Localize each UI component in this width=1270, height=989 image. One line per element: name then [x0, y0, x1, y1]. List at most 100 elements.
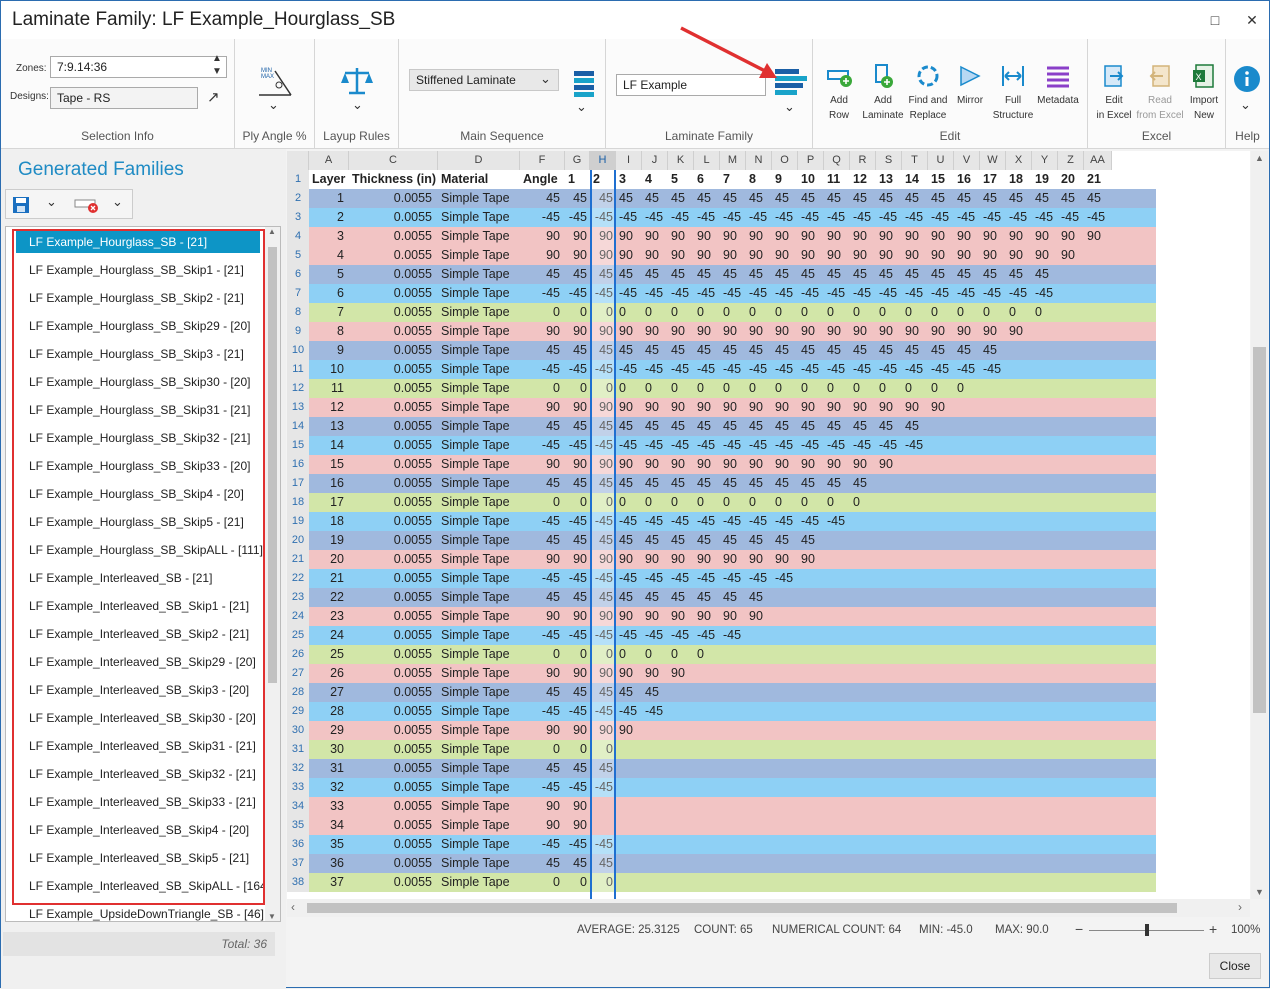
- add-row-button[interactable]: Add Row: [817, 63, 861, 123]
- ply-cell[interactable]: -45: [905, 286, 924, 300]
- ply-cell[interactable]: 45: [619, 533, 633, 547]
- ply-cell[interactable]: 90: [573, 666, 587, 680]
- family-list-item[interactable]: LF Example_Interleaved_SB_Skip30 - [20]: [29, 711, 256, 725]
- ply-cell[interactable]: 90: [573, 552, 587, 566]
- row-number[interactable]: 21: [287, 550, 309, 569]
- ply-cell[interactable]: 45: [801, 267, 815, 281]
- thickness-cell[interactable]: 0.0055: [393, 875, 432, 889]
- save-icon[interactable]: [12, 196, 30, 214]
- column-header[interactable]: T: [902, 151, 928, 170]
- ply-cell[interactable]: 45: [619, 590, 633, 604]
- ply-cell[interactable]: -45: [723, 571, 742, 585]
- angle-cell[interactable]: 90: [546, 552, 560, 566]
- angle-cell[interactable]: 0: [553, 647, 560, 661]
- ply-cell[interactable]: 45: [573, 476, 587, 490]
- row-number[interactable]: 4: [287, 227, 309, 246]
- ply-cell[interactable]: 90: [749, 552, 763, 566]
- ply-cell[interactable]: 0: [905, 305, 912, 319]
- ply-cell[interactable]: 90: [1009, 248, 1023, 262]
- ply-cell[interactable]: 90: [723, 229, 737, 243]
- grid-corner-cell[interactable]: [287, 151, 309, 170]
- angle-cell[interactable]: 45: [546, 590, 560, 604]
- ply-cell[interactable]: -45: [749, 286, 768, 300]
- ply-cell[interactable]: 45: [573, 343, 587, 357]
- ply-cell[interactable]: 0: [697, 647, 704, 661]
- ply-cell[interactable]: -45: [697, 571, 716, 585]
- angle-cell[interactable]: -45: [541, 438, 560, 452]
- thickness-cell[interactable]: 0.0055: [393, 552, 432, 566]
- family-list-item[interactable]: LF Example_Interleaved_SB_Skip32 - [21]: [29, 767, 256, 781]
- ply-cell[interactable]: 90: [671, 248, 685, 262]
- thickness-cell[interactable]: 0.0055: [393, 305, 432, 319]
- ply-cell[interactable]: 45: [801, 533, 815, 547]
- grid-header-cell[interactable]: 19: [1032, 170, 1058, 189]
- layer-cell[interactable]: 5: [337, 267, 344, 281]
- grid-header-cell[interactable]: Angle: [520, 170, 565, 189]
- ply-cell[interactable]: -45: [723, 438, 742, 452]
- layer-cell[interactable]: 31: [330, 761, 344, 775]
- material-cell[interactable]: Simple Tape: [441, 381, 510, 395]
- ply-cell[interactable]: -45: [723, 286, 742, 300]
- angle-cell[interactable]: 45: [546, 419, 560, 433]
- row-number[interactable]: 28: [287, 683, 309, 702]
- ply-cell[interactable]: 45: [775, 419, 789, 433]
- ply-cell[interactable]: -45: [590, 835, 616, 854]
- ply-cell[interactable]: 90: [749, 248, 763, 262]
- ply-cell[interactable]: 45: [645, 590, 659, 604]
- ply-cell[interactable]: 0: [645, 647, 652, 661]
- ply-cell[interactable]: -45: [697, 362, 716, 376]
- layer-cell[interactable]: 9: [337, 343, 344, 357]
- ply-cell[interactable]: 90: [619, 324, 633, 338]
- families-scroll-thumb[interactable]: [268, 247, 277, 683]
- main-sequence-dropdown-icon[interactable]: ⌄: [576, 99, 587, 114]
- row-number[interactable]: 35: [287, 816, 309, 835]
- ply-cell[interactable]: -45: [619, 704, 638, 718]
- ply-cell[interactable]: 90: [827, 324, 841, 338]
- ply-cell[interactable]: 90: [775, 229, 789, 243]
- zoom-slider-handle[interactable]: [1145, 924, 1149, 936]
- ply-cell[interactable]: -45: [671, 286, 690, 300]
- ply-cell[interactable]: 90: [590, 664, 616, 683]
- ply-cell[interactable]: 90: [879, 324, 893, 338]
- scroll-left-icon[interactable]: ‹: [291, 900, 295, 914]
- angle-cell[interactable]: 45: [546, 856, 560, 870]
- row-number[interactable]: 3: [287, 208, 309, 227]
- thickness-cell[interactable]: 0.0055: [393, 229, 432, 243]
- family-list-item[interactable]: LF Example_Hourglass_SB_Skip29 - [20]: [29, 319, 251, 333]
- row-number[interactable]: 11: [287, 360, 309, 379]
- info-icon[interactable]: [1233, 65, 1261, 93]
- ply-cell[interactable]: -45: [645, 571, 664, 585]
- material-cell[interactable]: Simple Tape: [441, 742, 510, 756]
- ply-cell[interactable]: -45: [853, 362, 872, 376]
- ply-cell[interactable]: -45: [671, 514, 690, 528]
- ply-cell[interactable]: 0: [580, 305, 587, 319]
- material-cell[interactable]: Simple Tape: [441, 647, 510, 661]
- angle-cell[interactable]: 45: [546, 191, 560, 205]
- column-header[interactable]: O: [772, 151, 798, 170]
- ply-cell[interactable]: 0: [853, 305, 860, 319]
- ply-cell[interactable]: 45: [573, 685, 587, 699]
- ply-cell[interactable]: 45: [957, 267, 971, 281]
- row-number[interactable]: 34: [287, 797, 309, 816]
- grid-header-cell[interactable]: 12: [850, 170, 876, 189]
- ply-cell[interactable]: 45: [905, 191, 919, 205]
- ply-cell[interactable]: 0: [801, 381, 808, 395]
- save-dropdown-icon[interactable]: ⌄: [46, 194, 57, 209]
- ply-cell[interactable]: 0: [1035, 305, 1042, 319]
- ply-cell[interactable]: 45: [619, 191, 633, 205]
- ply-cell[interactable]: 45: [853, 476, 867, 490]
- ply-cell[interactable]: 45: [905, 343, 919, 357]
- family-list-item[interactable]: LF Example_Hourglass_SB_Skip31 - [21]: [29, 403, 251, 417]
- angle-cell[interactable]: 0: [553, 495, 560, 509]
- ply-cell[interactable]: -45: [827, 514, 846, 528]
- ply-cell[interactable]: 90: [671, 609, 685, 623]
- ply-cell[interactable]: -45: [905, 438, 924, 452]
- material-cell[interactable]: Simple Tape: [441, 875, 510, 889]
- ply-cell[interactable]: 45: [1035, 267, 1049, 281]
- ply-cell[interactable]: 45: [749, 590, 763, 604]
- mirror-button[interactable]: Mirror: [950, 63, 990, 108]
- material-cell[interactable]: Simple Tape: [441, 362, 510, 376]
- ply-cell[interactable]: 0: [590, 493, 616, 512]
- layer-cell[interactable]: 19: [330, 533, 344, 547]
- grid-header-cell[interactable]: 2: [590, 170, 616, 189]
